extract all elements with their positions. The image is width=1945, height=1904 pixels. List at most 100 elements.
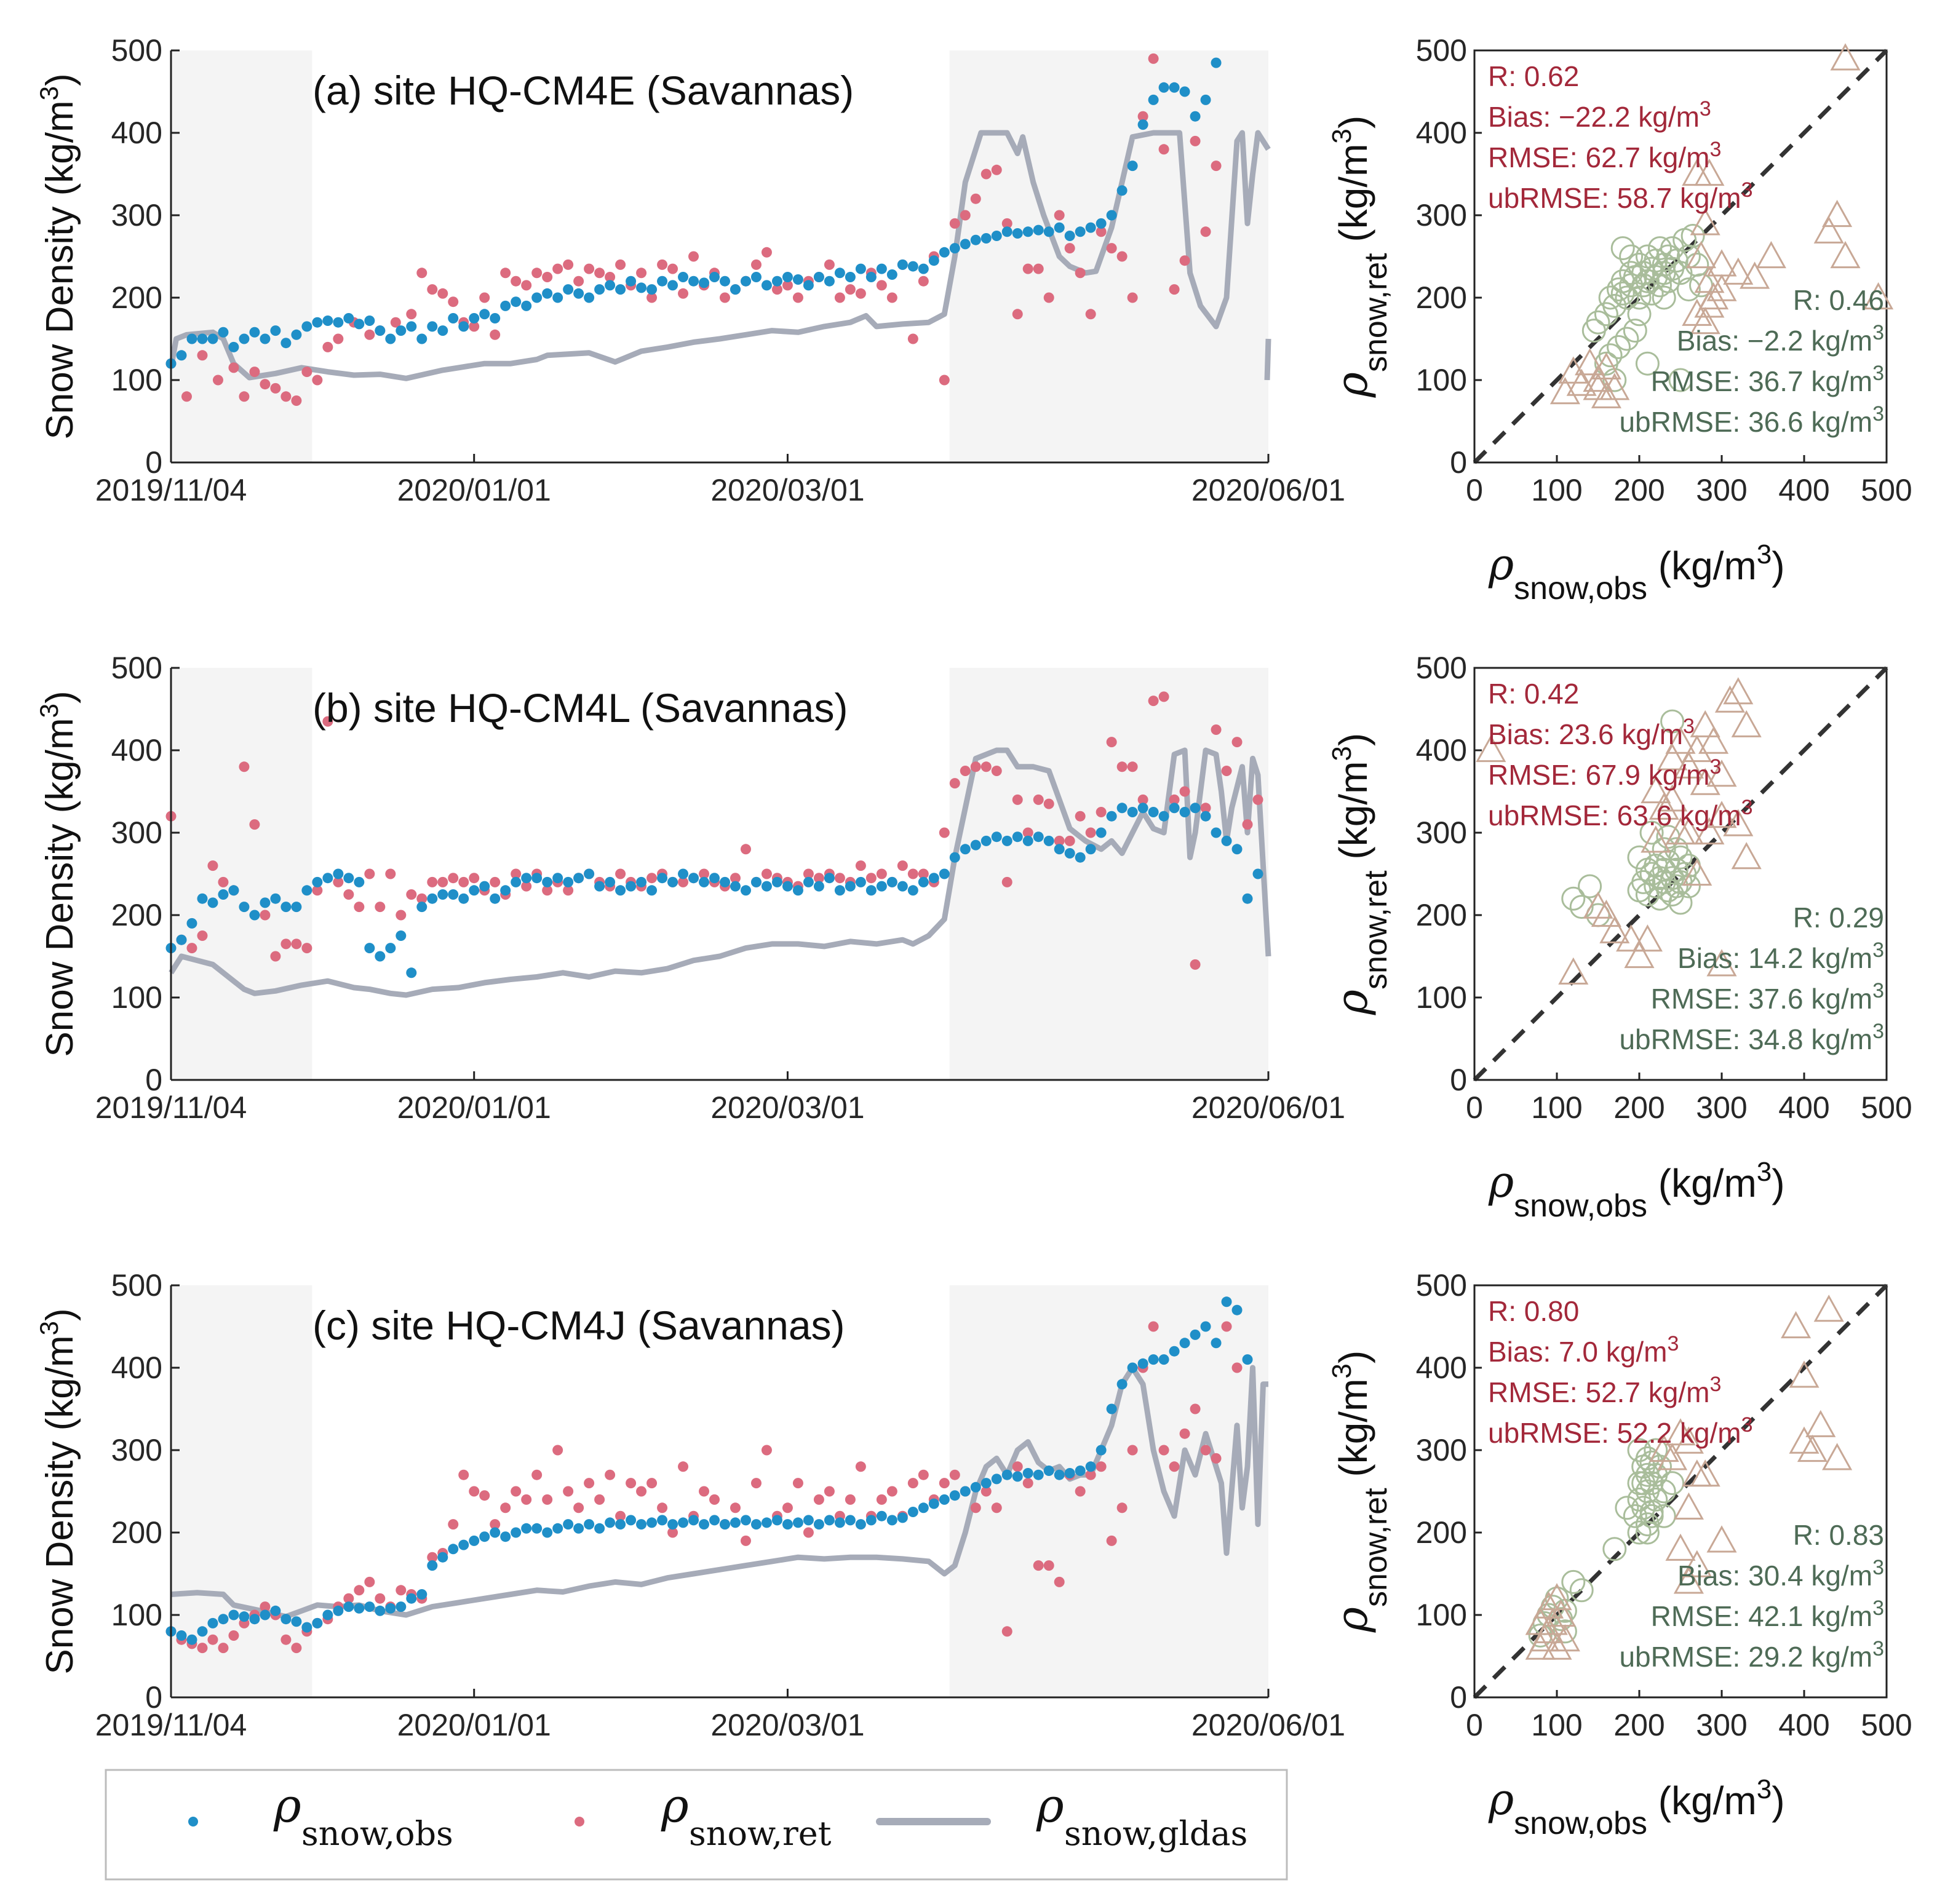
sc-x-unit-end: ) [1772, 544, 1784, 588]
stat-ret-line: RMSE: 62.7 kg/m3 [1488, 138, 1721, 173]
stat-obs-line: Bias: 14.2 kg/m3 [1677, 938, 1884, 974]
obs-point [1148, 94, 1159, 105]
stat-unit-sup: 3 [1872, 402, 1884, 426]
stat-obs-line: R: 0.83 [1793, 1519, 1884, 1551]
ret-point [228, 362, 239, 373]
circle-marker [1631, 273, 1656, 298]
obs-point [584, 292, 595, 303]
ts-y-label-text: Snow Density (kg/m [39, 100, 81, 439]
ts-y-label-sup: 3 [34, 704, 63, 718]
stat-unit-sup: 3 [1872, 1637, 1884, 1660]
ret-point [834, 873, 845, 884]
ret-point [918, 868, 929, 879]
ret-point [657, 1502, 668, 1513]
ret-point [390, 317, 401, 328]
ret-point [1054, 210, 1065, 221]
circle-marker [1668, 891, 1693, 915]
obs-point [792, 274, 803, 285]
ret-point [991, 164, 1002, 175]
obs-point [615, 1519, 626, 1530]
obs-point [500, 300, 511, 311]
obs-point [1179, 807, 1190, 817]
obs-point [375, 1605, 386, 1616]
ret-point [1064, 835, 1075, 846]
ts-y-label-text: Snow Density (kg/m [39, 718, 81, 1057]
triangle-marker [1541, 1583, 1572, 1611]
obs-point [688, 1515, 699, 1526]
ret-point [865, 873, 877, 884]
obs-point [490, 1527, 501, 1538]
obs-point [688, 276, 699, 287]
ret-point [333, 333, 344, 344]
obs-point [239, 902, 250, 913]
ret-point [824, 1486, 835, 1497]
stat-unit-sup: 3 [1741, 1413, 1753, 1437]
ret-point [730, 873, 741, 884]
ret-point [813, 1494, 824, 1505]
ts-y-label-end: ) [39, 691, 81, 704]
circle-marker [1581, 319, 1606, 343]
ret-point [1012, 1461, 1023, 1472]
obs-point [1190, 111, 1201, 122]
stat-unit-sup: 3 [1683, 715, 1695, 738]
obs-point [1242, 893, 1253, 904]
ret-point [291, 1643, 302, 1654]
obs-point [803, 1515, 814, 1526]
obs-point [364, 315, 375, 327]
stat-unit-sup: 3 [1872, 1556, 1884, 1579]
triangle-marker [1723, 809, 1754, 836]
ret-point [490, 876, 501, 887]
obs-point [1169, 803, 1180, 814]
ret-point [939, 827, 950, 838]
ret-point [907, 868, 918, 879]
ret-point [792, 1478, 803, 1489]
obs-point [657, 873, 668, 884]
ret-point [573, 276, 584, 287]
ret-point [239, 391, 250, 402]
circle-marker [1639, 281, 1664, 306]
ret-point [552, 1445, 563, 1456]
ret-point [970, 1502, 981, 1513]
ret-point [730, 1502, 741, 1513]
obs-point [197, 333, 208, 344]
obs-point [584, 868, 595, 879]
obs-point [542, 288, 553, 299]
sc-y-tick-label: 400 [1416, 116, 1467, 150]
ts-x-tick-label: 2020/03/01 [710, 1090, 864, 1125]
triangle-marker [1822, 199, 1853, 228]
ret-point [813, 873, 824, 884]
legend-obs-label: snow,obs [301, 1814, 453, 1853]
ret-point [939, 1478, 950, 1489]
ret-point [1252, 794, 1263, 805]
obs-point [678, 272, 689, 282]
ret-point [270, 951, 281, 962]
ret-point [605, 1469, 616, 1480]
ret-point [1242, 819, 1253, 830]
obs-point [322, 315, 333, 327]
ret-point [458, 876, 469, 887]
ret-point [416, 893, 428, 904]
ret-point [270, 383, 281, 394]
ret-point [542, 272, 553, 282]
ret-point [1200, 1445, 1211, 1456]
ret-point [1190, 135, 1201, 146]
triangle-marker [1657, 743, 1688, 771]
obs-point [573, 873, 584, 884]
obs-point [270, 1605, 281, 1616]
obs-point [991, 1474, 1002, 1485]
obs-point [928, 255, 939, 266]
obs-point [928, 1498, 939, 1509]
ret-point [212, 375, 223, 386]
obs-point [521, 300, 532, 311]
sc-x-tick-label: 400 [1778, 473, 1829, 507]
ret-point [1043, 798, 1054, 809]
ret-point [719, 292, 730, 303]
stat-unit-sup: 3 [1872, 938, 1884, 962]
obs-point [375, 951, 386, 962]
triangle-marker [1805, 1410, 1836, 1437]
triangle-marker [1756, 240, 1786, 269]
obs-point [960, 1486, 971, 1497]
ret-point [437, 876, 448, 887]
obs-point [1085, 1461, 1096, 1472]
obs-point [834, 1517, 845, 1528]
